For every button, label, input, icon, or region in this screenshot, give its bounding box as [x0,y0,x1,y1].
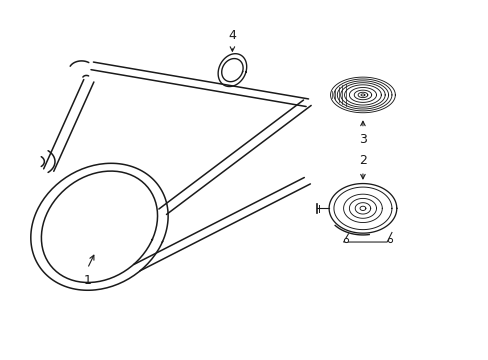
Text: 1: 1 [83,274,91,287]
Text: 3: 3 [358,133,366,146]
Text: 2: 2 [358,153,366,167]
Text: 4: 4 [228,29,236,42]
